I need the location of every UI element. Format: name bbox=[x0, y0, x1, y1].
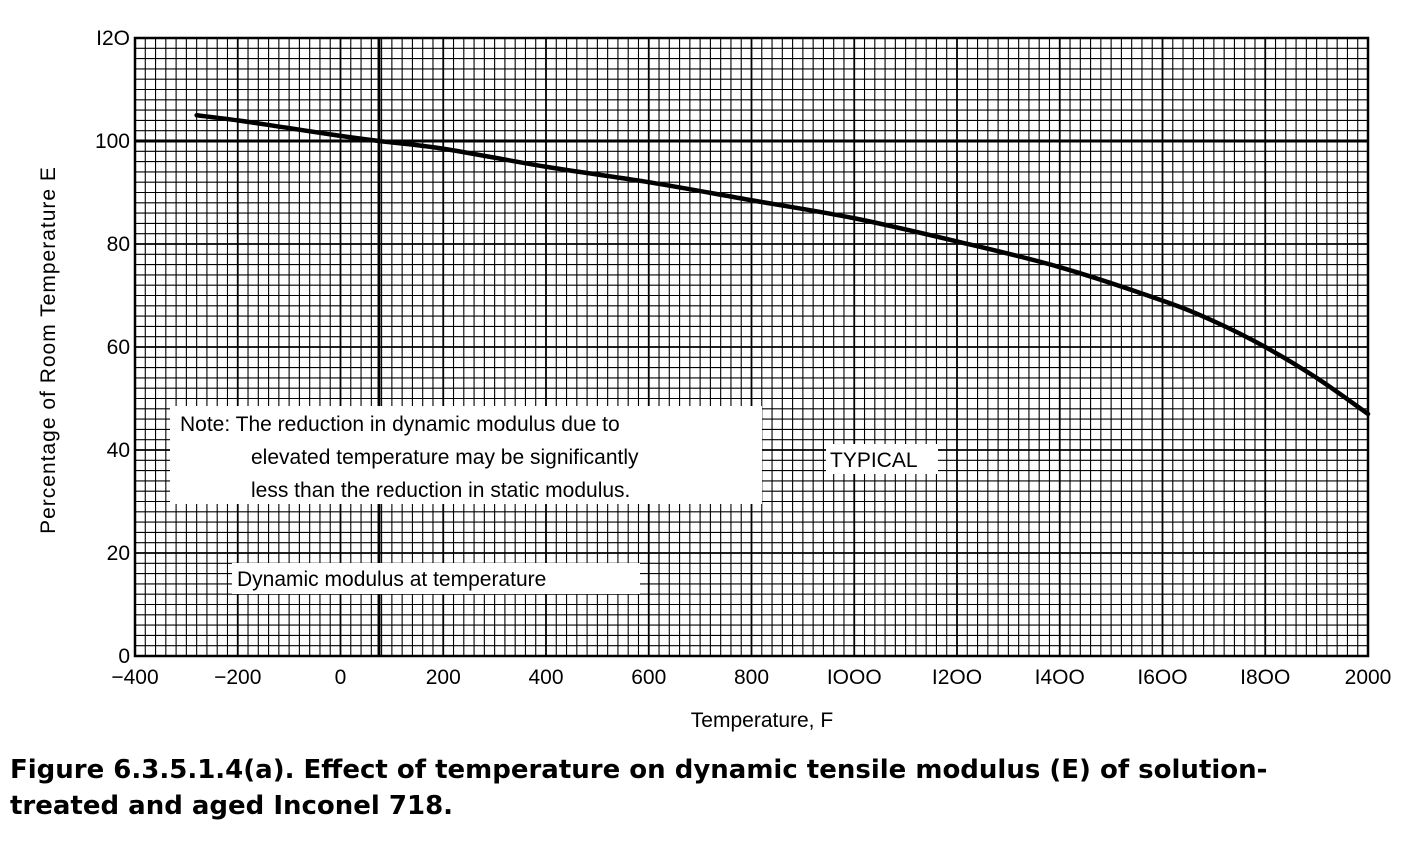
y-tick-label: 100 bbox=[95, 130, 130, 153]
tick-labels: −400 −200 0 200 400 600 800 IOOO I2OO I4OO I6OO I8O… bbox=[95, 27, 1391, 689]
x-tick-label: −200 bbox=[214, 666, 261, 689]
x-tick-label: I4OO bbox=[1035, 666, 1085, 689]
series-point bbox=[1213, 320, 1215, 323]
series-point bbox=[1315, 377, 1318, 379]
series-point bbox=[442, 147, 445, 150]
x-tick-label: 600 bbox=[631, 666, 666, 689]
y-tick-label: 40 bbox=[107, 439, 130, 462]
series-point bbox=[1367, 413, 1369, 415]
series-point bbox=[378, 140, 380, 142]
y-tick-label: 60 bbox=[107, 336, 130, 359]
y-axis-label: Percentage of Room Temperature E bbox=[37, 166, 60, 534]
x-tick-label: 400 bbox=[528, 666, 563, 689]
series-point bbox=[853, 217, 856, 220]
series-point bbox=[1161, 299, 1164, 302]
x-tick-label: IOOO bbox=[827, 666, 882, 689]
y-tick-label: 80 bbox=[107, 233, 130, 256]
series-point bbox=[956, 240, 958, 243]
x-tick-label: 200 bbox=[426, 666, 461, 689]
series-point bbox=[750, 199, 753, 202]
plot-border bbox=[133, 36, 1370, 658]
x-tick-label: 800 bbox=[734, 666, 769, 689]
y-tick-label: 0 bbox=[118, 645, 130, 668]
series-point bbox=[545, 165, 547, 168]
series-point bbox=[1058, 266, 1061, 268]
x-tick-label: I8OO bbox=[1240, 666, 1290, 689]
curve-label: Dynamic modulus at temperature bbox=[232, 563, 640, 594]
series-point bbox=[288, 127, 290, 129]
chart-figure: −400 −200 0 200 400 600 800 IOOO I2OO I4OO I6OO I8O… bbox=[37, 27, 1391, 732]
curve-label-text: Dynamic modulus at temperature bbox=[237, 568, 546, 591]
typical-label-text: TYPICAL bbox=[830, 449, 918, 472]
caption-line-1: Figure 6.3.5.1.4(a). Effect of temperatu… bbox=[10, 755, 1268, 785]
typical-label: TYPICAL bbox=[826, 444, 938, 474]
series-layer bbox=[194, 113, 1371, 417]
note-line-3: less than the reduction in static modulu… bbox=[251, 479, 630, 502]
note-line-2: elevated temperature may be significantl… bbox=[251, 446, 639, 469]
x-tick-label: −400 bbox=[111, 666, 158, 689]
series-point bbox=[236, 119, 239, 122]
series-point bbox=[339, 135, 342, 137]
series-point bbox=[1264, 346, 1267, 348]
y-tick-label: 20 bbox=[107, 542, 130, 565]
note-box: Note: The reduction in dynamic modulus d… bbox=[170, 406, 762, 504]
x-tick-label: 0 bbox=[335, 666, 347, 689]
x-tick-label: I2OO bbox=[932, 666, 982, 689]
x-tick-label: I6OO bbox=[1137, 666, 1187, 689]
x-axis-label: Temperature, F bbox=[691, 709, 833, 732]
series-point bbox=[195, 114, 198, 117]
note-line-1: Note: The reduction in dynamic modulus d… bbox=[180, 413, 620, 436]
series-point bbox=[647, 181, 650, 183]
figure-caption: Figure 6.3.5.1.4(a). Effect of temperatu… bbox=[10, 752, 1410, 824]
y-tick-label: I2O bbox=[96, 27, 130, 50]
caption-line-2: treated and aged Inconel 718. bbox=[10, 791, 454, 821]
x-tick-label: 2000 bbox=[1345, 666, 1392, 689]
